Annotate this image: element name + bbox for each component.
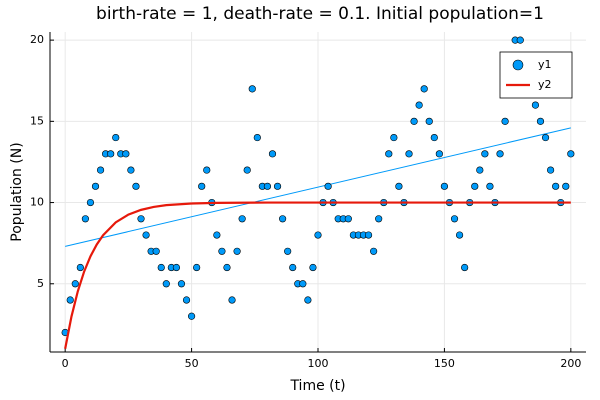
- y-tick-label: 5: [37, 277, 44, 290]
- line: [64, 201, 571, 349]
- x-tick-label: 50: [185, 357, 199, 370]
- scatter-point: [253, 133, 261, 142]
- y-tick-label: 10: [30, 196, 44, 209]
- scatter-point: [425, 117, 433, 125]
- scatter-point: [536, 117, 545, 125]
- scatter-point: [284, 247, 292, 255]
- y-axis-label: Population (N): [9, 142, 25, 241]
- scatter-point: [471, 182, 479, 190]
- scatter-point: [263, 182, 272, 190]
- legend-label: y2: [538, 78, 552, 91]
- scatter-point: [501, 117, 509, 125]
- trend-line: [65, 127, 571, 247]
- scatter-point: [81, 215, 89, 223]
- scatter-point: [314, 231, 322, 239]
- scatter-point: [481, 150, 489, 158]
- scatter-point: [187, 312, 196, 320]
- scatter-point: [172, 263, 181, 272]
- scatter-point: [248, 85, 256, 93]
- scatter-point: [552, 182, 560, 190]
- scatter-point: [152, 247, 160, 255]
- scatter-point: [430, 133, 438, 142]
- scatter-point: [435, 150, 443, 158]
- scatter-point: [531, 101, 540, 109]
- scatter-point: [66, 296, 74, 304]
- legend-marker: [512, 59, 524, 71]
- scatter-point: [112, 133, 120, 142]
- scatter-point: [193, 263, 201, 272]
- x-tick-label: 0: [62, 357, 69, 370]
- scatter-point: [405, 150, 413, 158]
- scatter-point: [516, 36, 524, 44]
- scatter-point: [486, 182, 494, 190]
- scatter-point: [157, 263, 165, 272]
- x-tick-label: 150: [434, 357, 455, 370]
- scatter-point: [420, 85, 428, 93]
- scatter-point: [177, 280, 186, 288]
- scatter-point: [203, 166, 211, 174]
- scatter-point: [218, 247, 226, 255]
- scatter-point: [132, 182, 140, 190]
- scatter-point: [299, 280, 307, 288]
- scatter-point: [304, 296, 312, 304]
- scatter-point: [375, 215, 383, 223]
- x-axis-label: Time (t): [289, 378, 345, 394]
- scatter-point: [76, 263, 84, 272]
- legend-box: [499, 51, 573, 99]
- legend-label: y1: [538, 58, 552, 71]
- scatter-point: [562, 182, 570, 190]
- chart-title: birth-rate = 1, death-rate = 0.1. Initia…: [96, 4, 544, 24]
- scatter-point: [96, 166, 105, 174]
- scatter-point: [476, 166, 484, 174]
- scatter-point: [228, 296, 236, 304]
- scatter-point: [91, 182, 100, 190]
- scatter-point: [450, 215, 459, 223]
- scatter-point: [324, 182, 332, 190]
- scatter-point: [107, 150, 115, 158]
- x-tick-label: 100: [308, 357, 329, 370]
- scatter-point: [142, 231, 150, 239]
- scatter-point: [364, 231, 373, 239]
- scatter-point: [390, 133, 398, 142]
- scatter-point: [86, 198, 95, 207]
- x-tick-label: 200: [560, 357, 581, 370]
- scatter-point: [273, 182, 282, 190]
- scatter-point: [182, 296, 191, 304]
- scatter-point: [395, 182, 403, 190]
- scatter-point: [344, 215, 352, 223]
- scatter-point: [162, 280, 170, 288]
- scatter-point: [198, 182, 206, 190]
- scatter-point: [268, 150, 277, 158]
- scatter-point: [127, 166, 135, 174]
- scatter-point: [213, 231, 221, 239]
- scatter-point: [385, 150, 393, 158]
- scatter-point: [122, 150, 130, 158]
- scatter-point: [233, 247, 241, 255]
- scatter-point: [541, 133, 550, 142]
- scatter-point: [415, 101, 423, 109]
- scatter-point: [238, 215, 246, 223]
- scatter-point: [279, 215, 287, 223]
- scatter-point: [455, 231, 464, 239]
- scatter-point: [223, 263, 231, 272]
- scatter-point: [410, 117, 418, 125]
- scatter-point: [547, 166, 555, 174]
- scatter-point: [496, 150, 504, 158]
- scatter-point: [461, 263, 469, 272]
- scatter-point: [567, 150, 575, 158]
- scatter-point: [243, 166, 251, 174]
- scatter-point: [71, 280, 79, 288]
- scatter-point: [440, 182, 449, 190]
- y-tick-label: 15: [30, 114, 44, 127]
- scatter-point: [137, 215, 145, 223]
- scatter-point: [370, 247, 378, 255]
- scatter-point: [309, 263, 317, 272]
- y-tick-label: 20: [30, 33, 44, 46]
- scatter-point: [289, 263, 297, 272]
